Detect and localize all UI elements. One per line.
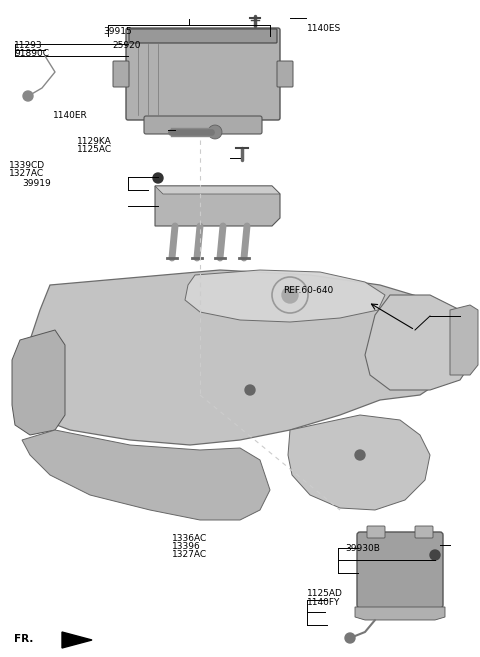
Polygon shape xyxy=(62,632,92,648)
Text: 1327AC: 1327AC xyxy=(9,169,44,178)
Text: 39915: 39915 xyxy=(103,27,132,36)
FancyBboxPatch shape xyxy=(415,526,433,538)
Text: 1336AC: 1336AC xyxy=(172,534,207,543)
FancyBboxPatch shape xyxy=(277,61,293,87)
FancyBboxPatch shape xyxy=(357,532,443,608)
Polygon shape xyxy=(355,607,445,620)
Text: 1125AD: 1125AD xyxy=(307,589,343,599)
Text: 1140ES: 1140ES xyxy=(307,24,341,33)
Polygon shape xyxy=(155,186,280,226)
Text: 1339CD: 1339CD xyxy=(9,161,45,170)
Text: 91890C: 91890C xyxy=(14,49,49,58)
FancyBboxPatch shape xyxy=(129,29,277,43)
Circle shape xyxy=(23,91,33,101)
Text: 1327AC: 1327AC xyxy=(172,550,207,559)
Polygon shape xyxy=(155,186,280,194)
Text: 39930B: 39930B xyxy=(346,544,381,553)
Text: 39919: 39919 xyxy=(23,179,51,189)
Circle shape xyxy=(345,633,355,643)
Polygon shape xyxy=(450,305,478,375)
FancyBboxPatch shape xyxy=(113,61,129,87)
Text: FR.: FR. xyxy=(14,633,34,644)
Text: 25920: 25920 xyxy=(113,41,141,50)
Polygon shape xyxy=(185,270,385,322)
Text: 1140FY: 1140FY xyxy=(307,598,341,607)
Circle shape xyxy=(153,173,163,183)
Polygon shape xyxy=(288,415,430,510)
Text: 1140ER: 1140ER xyxy=(53,111,87,120)
FancyBboxPatch shape xyxy=(126,28,280,120)
Circle shape xyxy=(355,450,365,460)
Circle shape xyxy=(282,287,298,303)
Polygon shape xyxy=(365,295,475,390)
Polygon shape xyxy=(20,270,460,445)
FancyBboxPatch shape xyxy=(144,116,262,134)
Circle shape xyxy=(245,385,255,395)
Polygon shape xyxy=(22,430,270,520)
Circle shape xyxy=(208,125,222,139)
Circle shape xyxy=(430,550,440,560)
Text: 1125AC: 1125AC xyxy=(77,145,112,154)
Text: 11293: 11293 xyxy=(14,41,43,50)
Polygon shape xyxy=(12,330,65,435)
Text: REF.60-640: REF.60-640 xyxy=(283,286,334,295)
Text: 1129KA: 1129KA xyxy=(77,137,111,147)
Text: 13396: 13396 xyxy=(172,542,201,551)
FancyBboxPatch shape xyxy=(367,526,385,538)
